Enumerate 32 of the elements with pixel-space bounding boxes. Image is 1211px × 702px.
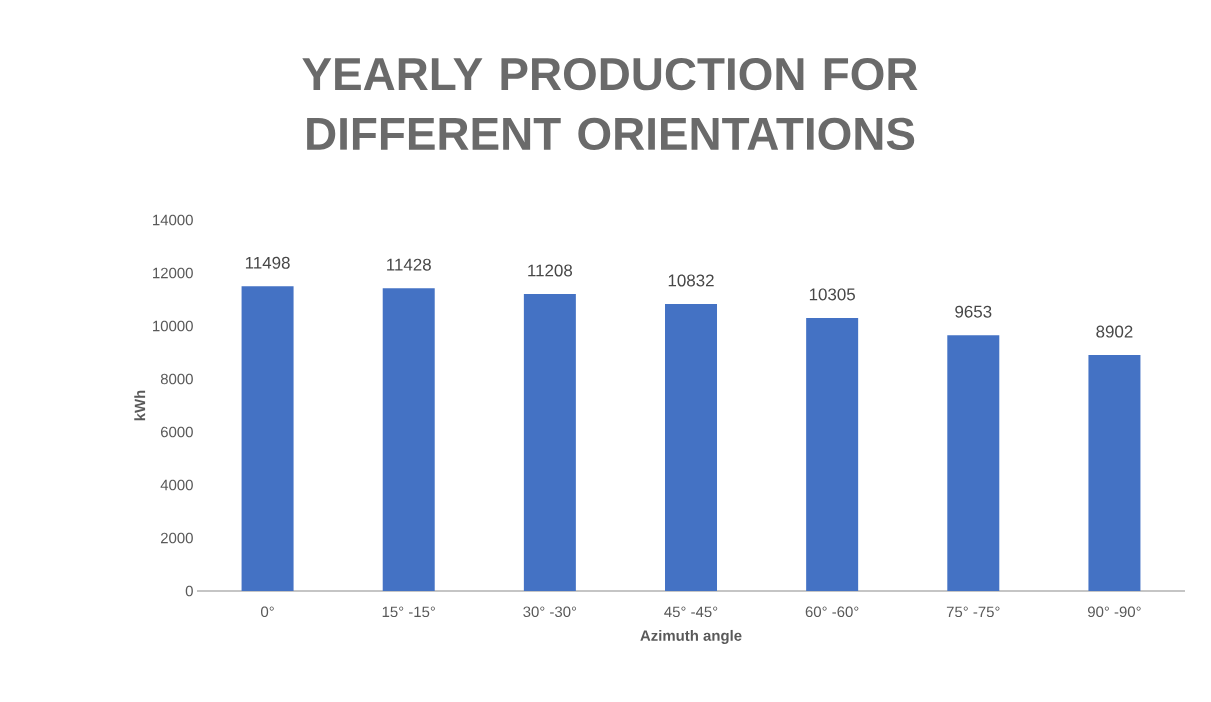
- x-tick-label: 60° -60°: [805, 606, 859, 618]
- x-tick-label: 15° -15°: [382, 606, 435, 618]
- chart-title: YEARLY PRODUCTION FOR DIFFERENT ORIENTATIONS: [302, 57, 918, 151]
- data-label: 11428: [387, 258, 431, 271]
- x-tick-label: 0°: [261, 606, 274, 618]
- bar: [523, 293, 576, 591]
- bar: [382, 288, 435, 591]
- bar: [947, 335, 1000, 591]
- data-label: 11208: [528, 264, 573, 277]
- bar: [806, 317, 859, 591]
- data-label: 9653: [955, 305, 992, 318]
- y-tick-label: 14000: [153, 214, 193, 226]
- y-axis-title: kWh: [134, 390, 146, 421]
- data-label: 10832: [668, 274, 714, 287]
- x-axis-title: Azimuth angle: [640, 629, 742, 644]
- data-label: 10305: [809, 288, 855, 301]
- bar: [241, 286, 294, 591]
- y-tick-label: 0: [185, 585, 193, 597]
- y-tick-label: 12000: [153, 267, 193, 279]
- data-label: 8902: [1096, 325, 1133, 338]
- y-tick-label: 6000: [161, 426, 193, 438]
- y-tick-label: 4000: [160, 479, 193, 491]
- bar: [665, 303, 718, 591]
- y-tick-label: 10000: [153, 320, 193, 332]
- x-tick-label: 30° -30°: [523, 606, 577, 618]
- bar: [1088, 355, 1141, 591]
- x-tick-label: 45° -45°: [664, 606, 718, 618]
- x-tick-label: 75° -75°: [946, 606, 1000, 618]
- data-label: 11498: [245, 256, 290, 269]
- x-tick-label: 90° -90°: [1087, 606, 1141, 618]
- y-tick-label: 2000: [160, 532, 193, 544]
- y-tick-label: 8000: [160, 373, 193, 385]
